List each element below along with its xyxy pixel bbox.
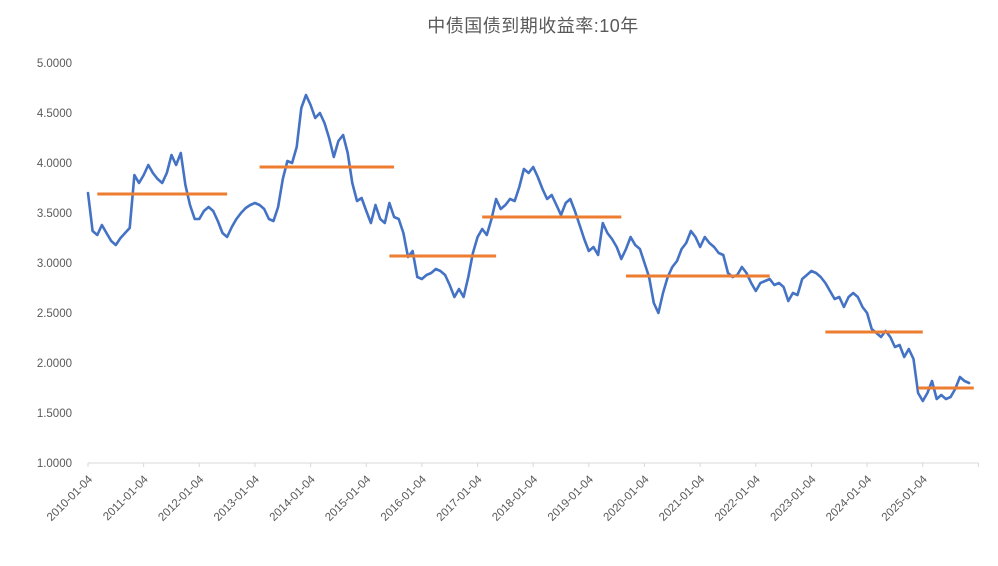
- x-axis-tick-label: 2010-01-04: [45, 473, 96, 524]
- x-axis-tick-label: 2017-01-04: [435, 473, 486, 524]
- x-axis-tick-label: 2022-01-04: [713, 473, 764, 524]
- x-axis-tick-label: 2023-01-04: [768, 473, 819, 524]
- y-axis-tick-label: 1.0000: [37, 458, 72, 470]
- x-axis-tick-label: 2021-01-04: [657, 473, 708, 524]
- y-axis-tick-label: 3.0000: [37, 258, 72, 270]
- yield-line-series: [86, 93, 971, 403]
- y-axis-tick-label: 2.5000: [37, 308, 72, 320]
- x-axis-tick-label: 2025-01-04: [880, 473, 931, 524]
- y-axis-tick-label: 2.0000: [37, 358, 72, 370]
- x-axis-tick-label: 2024-01-04: [824, 473, 875, 524]
- x-axis-tick-label: 2018-01-04: [490, 473, 541, 524]
- x-axis-tick-label: 2014-01-04: [268, 473, 319, 524]
- x-axis-tick-label: 2019-01-04: [546, 473, 597, 524]
- y-axis-tick-label: 4.5000: [37, 108, 72, 120]
- x-axis-tick-label: 2015-01-04: [323, 473, 374, 524]
- y-axis-tick-label: 5.0000: [37, 58, 72, 70]
- x-axis-tick-label: 2011-01-04: [101, 473, 151, 523]
- y-axis-tick-label: 3.5000: [37, 208, 72, 220]
- x-axis-tick-label: 2016-01-04: [379, 473, 430, 524]
- x-axis-tick-label: 2020-01-04: [602, 473, 653, 524]
- y-axis-tick-label: 1.5000: [37, 408, 72, 420]
- x-axis-tick-label: 2012-01-04: [156, 473, 207, 524]
- y-axis-tick-label: 4.0000: [37, 158, 72, 170]
- x-axis-tick-label: 2013-01-04: [212, 473, 263, 524]
- chart-title: 中债国债到期收益率:10年: [427, 16, 639, 36]
